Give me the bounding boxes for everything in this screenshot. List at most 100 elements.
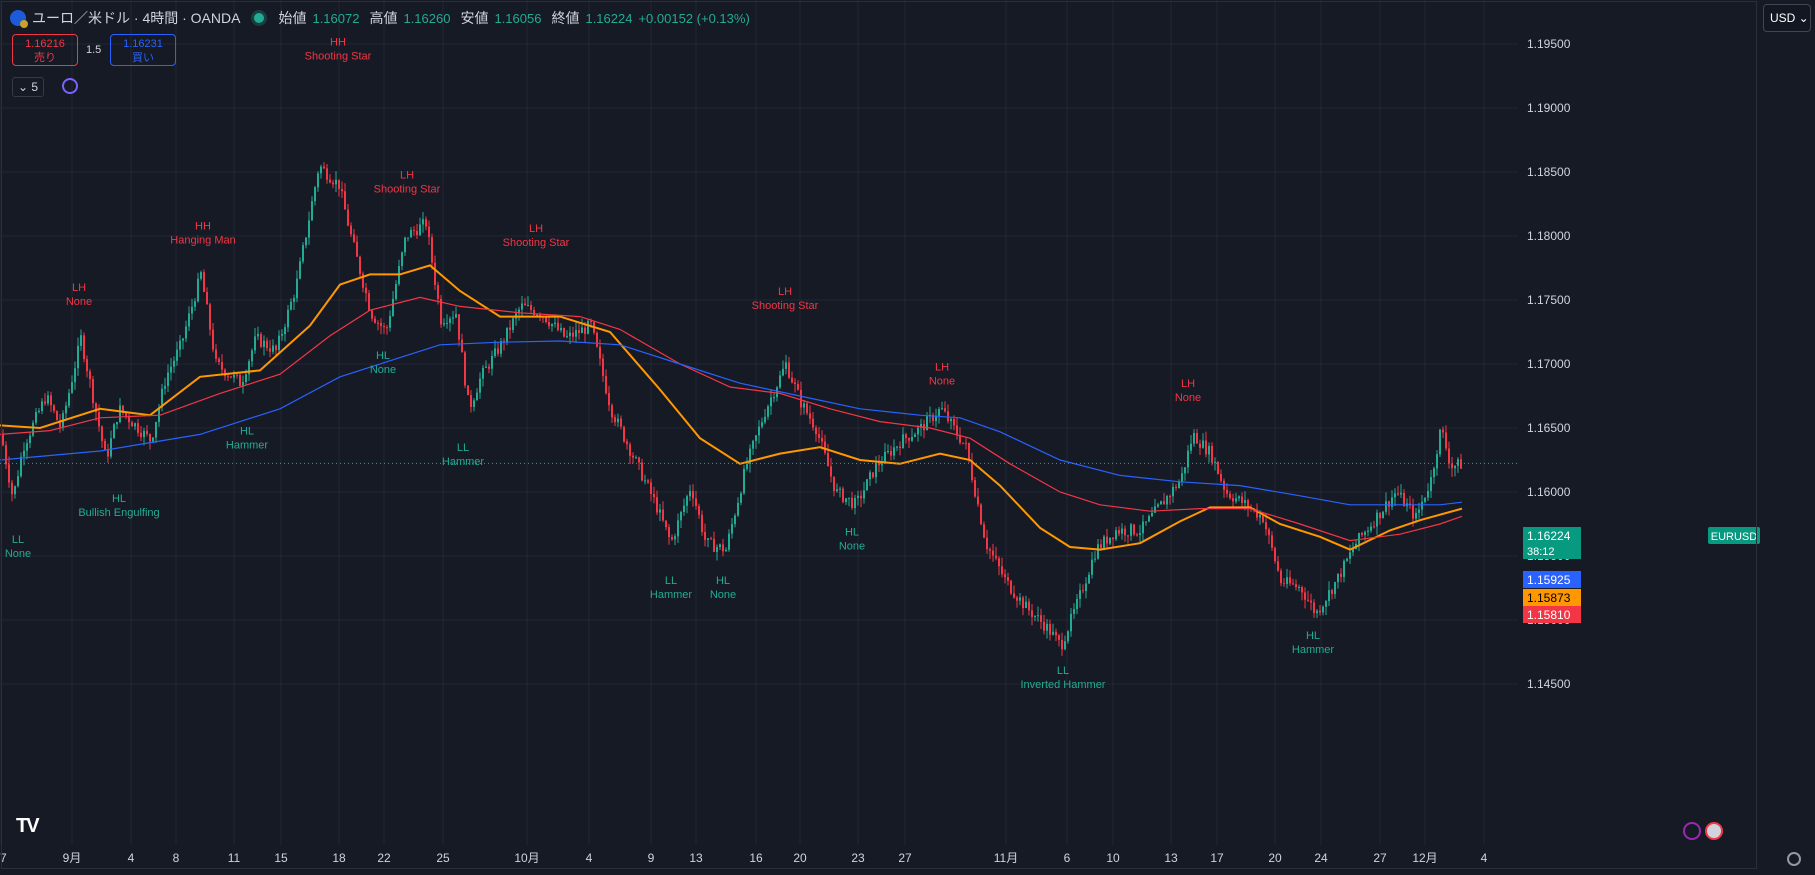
- candle-body: [1349, 552, 1351, 559]
- candle-body: [401, 252, 403, 267]
- candle-body: [1295, 584, 1297, 588]
- candle-body: [437, 285, 439, 299]
- candle-body: [1013, 593, 1015, 598]
- candle-body: [860, 495, 862, 499]
- tradingview-logo[interactable]: TV: [16, 815, 40, 837]
- candle-body: [1307, 599, 1309, 601]
- candle-body: [1232, 498, 1234, 502]
- candle-body: [674, 536, 676, 540]
- candle-body: [32, 422, 34, 436]
- candle-body: [647, 480, 649, 483]
- pattern-label: Hammer: [226, 439, 269, 451]
- candle-body: [725, 549, 727, 552]
- candle-body: [608, 393, 610, 406]
- candle-body: [1457, 459, 1459, 466]
- candle-body: [1292, 583, 1294, 585]
- close-label: 終値: [551, 10, 580, 26]
- bottom-icons: [1683, 822, 1723, 840]
- candle-body: [629, 444, 631, 456]
- candle-body: [668, 527, 670, 538]
- candle-body: [1268, 529, 1270, 536]
- currency-button[interactable]: USD ⌄: [1763, 4, 1811, 32]
- candle-body: [632, 455, 634, 458]
- candle-body: [101, 426, 103, 441]
- candle-body: [440, 298, 442, 325]
- candle-body: [1346, 558, 1348, 561]
- pattern-label: HH: [195, 221, 211, 233]
- x-tick-label: 11: [228, 851, 241, 865]
- us-flag-icon[interactable]: [1705, 822, 1723, 840]
- candle-body: [806, 403, 808, 414]
- buy-button[interactable]: 1.16231 買い: [110, 34, 176, 66]
- candle-body: [1043, 621, 1045, 631]
- candle-body: [185, 326, 187, 339]
- candle-body: [308, 220, 310, 238]
- x-tick-label: 8: [173, 851, 180, 865]
- candle-body: [1151, 512, 1153, 517]
- lightning-icon[interactable]: [1683, 822, 1701, 840]
- candle-body: [269, 348, 271, 352]
- candle-body: [977, 496, 979, 505]
- candle-body: [1280, 570, 1282, 584]
- candle-body: [821, 437, 823, 442]
- change-value: +0.00152 (+0.13%): [638, 10, 750, 26]
- candle-body: [143, 430, 145, 438]
- pattern-label: HL: [240, 425, 254, 437]
- candle-body: [614, 417, 616, 423]
- candle-body: [1031, 610, 1033, 617]
- candle-body: [122, 405, 124, 413]
- candle-body: [536, 314, 538, 316]
- y-tick-label: 1.19500: [1527, 37, 1571, 51]
- symbol-title[interactable]: ユーロ／米ドル · 4時間 · OANDA: [32, 10, 241, 26]
- candle-body: [1118, 530, 1120, 534]
- refresh-icon[interactable]: [62, 78, 78, 94]
- sell-button[interactable]: 1.16216 売り: [12, 34, 78, 66]
- price-tag-timer: 38:12: [1527, 546, 1555, 558]
- candle-body: [596, 332, 598, 347]
- candle-body: [1436, 454, 1438, 469]
- candle-body: [1058, 635, 1060, 640]
- candle-body: [569, 332, 571, 337]
- candle-body: [422, 219, 424, 225]
- candle-body: [1181, 473, 1183, 482]
- candle-body: [149, 434, 151, 442]
- candle-body: [983, 524, 985, 538]
- candle-body: [533, 309, 535, 316]
- gear-icon[interactable]: [1787, 852, 1801, 866]
- candle-body: [389, 315, 391, 328]
- candle-body: [650, 482, 652, 495]
- candle-body: [1178, 481, 1180, 489]
- candle-body: [1082, 590, 1084, 592]
- x-tick-label: 10: [1106, 851, 1120, 865]
- candle-body: [1124, 528, 1126, 536]
- high-value: 1.16260: [403, 10, 451, 26]
- candle-body: [878, 462, 880, 466]
- open-value: 1.16072: [312, 10, 360, 26]
- candle-body: [1427, 491, 1429, 498]
- indicators-toggle[interactable]: ⌄ 5: [12, 77, 44, 97]
- pattern-label: Hanging Man: [170, 235, 235, 247]
- candle-body: [1415, 512, 1417, 519]
- candle-body: [464, 352, 466, 386]
- candle-body: [257, 333, 259, 337]
- candle-body: [1412, 505, 1414, 519]
- candle-body: [1205, 440, 1207, 455]
- candle-body: [332, 182, 334, 185]
- candle-body: [377, 322, 379, 324]
- candle-body: [431, 237, 433, 263]
- candle-body: [1148, 516, 1150, 522]
- candle-body: [809, 413, 811, 419]
- candle-body: [1244, 500, 1246, 504]
- candle-body: [197, 278, 199, 302]
- candle-body: [746, 463, 748, 469]
- x-tick-label: 4: [586, 851, 593, 865]
- candle-body: [425, 219, 427, 227]
- candle-body: [1442, 429, 1444, 433]
- candle-body: [239, 375, 241, 386]
- candle-body: [29, 435, 31, 444]
- candle-body: [737, 502, 739, 516]
- candle-body: [1322, 606, 1324, 613]
- pattern-label: Shooting Star: [374, 183, 441, 195]
- candle-body: [14, 486, 16, 495]
